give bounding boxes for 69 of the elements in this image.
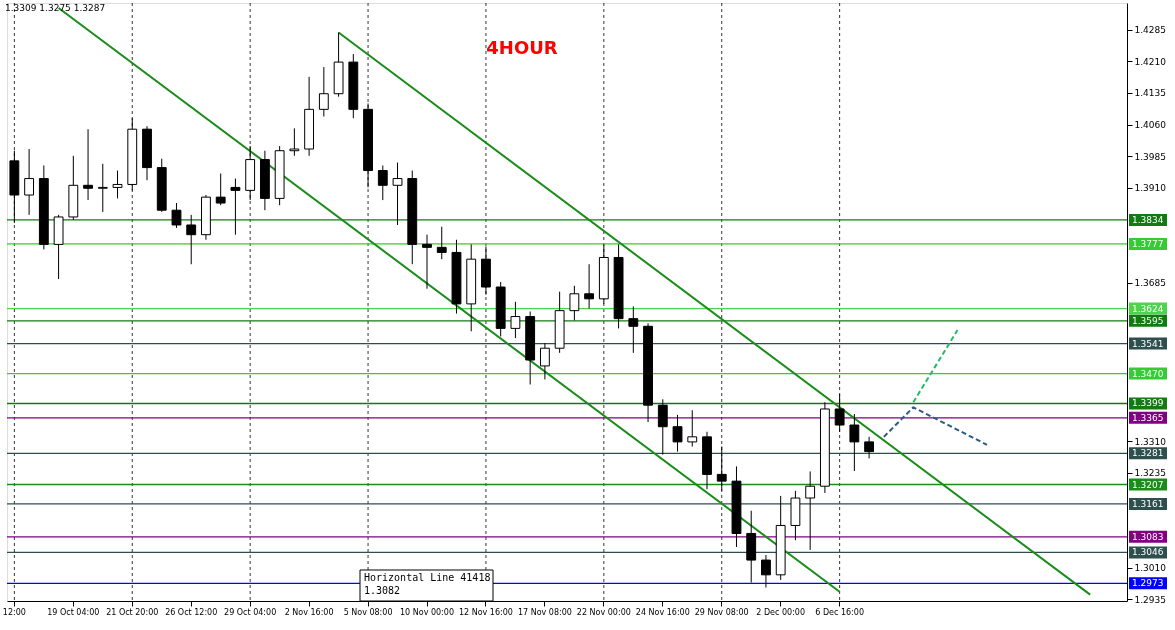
candlestick xyxy=(230,178,241,236)
ref-line-label: 1.3281 xyxy=(1132,448,1164,459)
candlestick xyxy=(215,173,226,206)
candlestick xyxy=(805,470,816,551)
y-tick-label: 1.4135 xyxy=(1134,88,1166,99)
x-tick-label: 26 Oct 12:00 xyxy=(165,607,218,617)
x-tick-label: 2 Nov 16:00 xyxy=(284,607,334,617)
candlestick xyxy=(761,554,771,588)
candlestick xyxy=(289,127,300,157)
y-tick-label: 1.3010 xyxy=(1134,563,1167,574)
candlestick xyxy=(377,164,388,201)
annotation: Horizontal Line 41418 1.3082 xyxy=(364,572,491,596)
y-tick-label: 1.3910 xyxy=(1134,183,1167,194)
x-tick-label: 5 Nov 08:00 xyxy=(343,607,393,617)
x-tick-label: 6 Dec 16:00 xyxy=(815,607,864,617)
text: 4HOUR xyxy=(486,37,558,58)
y-tick-label: 1.3985 xyxy=(1134,151,1166,162)
x-tick-label: 19 Oct 04:00 xyxy=(47,607,100,617)
candlestick xyxy=(186,214,197,265)
ref-line-label: 1.2973 xyxy=(1132,578,1164,589)
ref-line-label: 1.3046 xyxy=(1132,547,1164,558)
ref-line-label: 1.3470 xyxy=(1132,368,1164,379)
x-tick-label: 29 Nov 08:00 xyxy=(694,607,749,617)
y-tick-label: 1.3685 xyxy=(1134,278,1166,289)
candlestick xyxy=(83,128,93,201)
y-tick-label: 1.4285 xyxy=(1134,25,1166,36)
ref-line-label: 1.3595 xyxy=(1132,315,1164,326)
x-tick-label: 2 Dec 00:00 xyxy=(756,607,806,617)
annotation: 1.3309 1.3275 1.3287 xyxy=(5,3,106,13)
x-tick-label: 10 Nov 00:00 xyxy=(400,607,454,617)
ref-line-label: 1.3624 xyxy=(1132,303,1164,314)
y-tick-label: 1.3310 xyxy=(1134,436,1167,447)
x-tick-label: 21 Oct 20:00 xyxy=(106,607,159,617)
candlestick xyxy=(849,413,860,472)
candlestick xyxy=(171,202,182,229)
candlestick xyxy=(584,263,595,310)
ref-line-label: 1.3161 xyxy=(1132,498,1164,509)
candlestick xyxy=(687,409,698,448)
candlestick xyxy=(628,305,639,354)
candlestick xyxy=(539,342,550,380)
candlestick xyxy=(657,398,668,456)
candlestick xyxy=(436,226,447,260)
candlestick xyxy=(318,66,329,118)
candlestick xyxy=(24,148,35,216)
y-tick-label: 1.4210 xyxy=(1134,56,1167,67)
ref-line-label: 1.3207 xyxy=(1132,479,1164,490)
candlestick xyxy=(112,170,123,199)
candlestick xyxy=(672,414,683,453)
candlestick xyxy=(510,301,521,339)
y-tick-label: 1.3235 xyxy=(1134,468,1166,479)
y-tick-label: 1.2935 xyxy=(1134,594,1166,605)
ref-line-label: 1.3777 xyxy=(1132,238,1164,249)
x-tick-label: 24 Nov 16:00 xyxy=(635,607,690,617)
x-tick-label: 12:00 xyxy=(2,607,26,617)
candlestick xyxy=(569,285,580,321)
ref-line-label: 1.3365 xyxy=(1132,412,1164,423)
candlestick xyxy=(392,162,403,226)
ref-line-label: 1.3399 xyxy=(1132,398,1164,409)
ref-line-label: 1.3834 xyxy=(1132,214,1164,225)
ref-line-label: 1.3541 xyxy=(1132,338,1164,349)
ref-line-label: 1.3083 xyxy=(1132,531,1164,542)
y-tick-label: 1.4060 xyxy=(1134,120,1167,131)
candlestick xyxy=(97,163,108,213)
x-tick-label: 12 Nov 16:00 xyxy=(458,607,513,617)
x-tick-label: 22 Nov 00:00 xyxy=(576,607,631,617)
candlestick xyxy=(864,436,875,459)
x-tick-label: 17 Nov 08:00 xyxy=(517,607,572,617)
x-tick-label: 29 Oct 04:00 xyxy=(224,607,277,617)
candlestick xyxy=(422,234,432,290)
